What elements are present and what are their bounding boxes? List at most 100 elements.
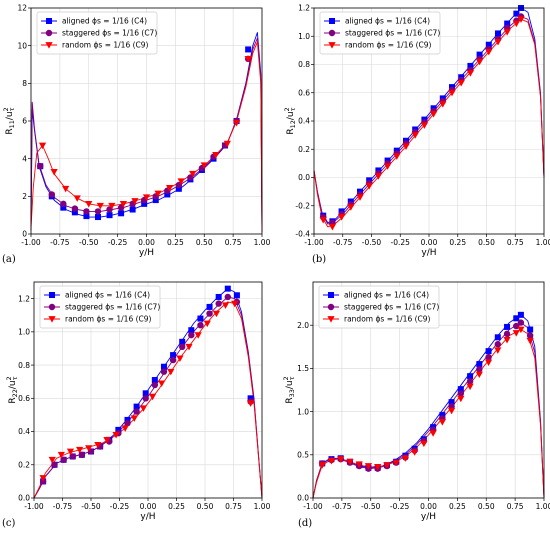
data-point-s3	[131, 198, 139, 205]
y-tick-label: 12	[17, 4, 27, 13]
data-point-s3	[85, 200, 93, 208]
y-tick-label: 1.5	[297, 364, 309, 373]
data-point-s3	[139, 405, 148, 412]
x-tick-label: 0.25	[449, 502, 466, 511]
data-point-s3	[420, 122, 428, 129]
data-point-s3	[365, 183, 373, 190]
legend-entry: aligned ϕs = 1/16 (C4)	[65, 291, 150, 300]
data-point-s3	[484, 359, 493, 366]
data-point-s3	[466, 70, 474, 77]
legend-marker	[328, 42, 336, 49]
y-tick-label: 0.5	[297, 451, 309, 460]
x-tick-label: -0.75	[53, 502, 73, 511]
legend-entry: staggered ϕs = 1/16 (C7)	[345, 29, 440, 38]
x-tick-label: -0.50	[79, 238, 99, 247]
data-point-s2	[48, 191, 55, 198]
x-tick-label: -0.50	[361, 502, 381, 511]
data-point-s2	[160, 368, 168, 375]
data-point-s3	[148, 393, 157, 401]
data-point-s1	[485, 348, 492, 355]
data-point-s1	[71, 209, 78, 216]
data-point-s3	[346, 458, 354, 466]
legend-entry: staggered ϕs = 1/16 (C7)	[344, 303, 439, 312]
data-point-s2	[215, 300, 222, 307]
y-tick-label: 1.0	[18, 328, 30, 337]
panel-label: (d)	[298, 518, 312, 529]
legend-box	[36, 11, 158, 55]
data-point-s2	[83, 208, 90, 215]
x-tick-label: 1.00	[254, 238, 271, 247]
x-tick-label: -1.00	[303, 502, 323, 511]
x-tick-label: 0.50	[196, 238, 213, 247]
legend-entry: random ϕs = 1/16 (C9)	[345, 41, 432, 50]
data-point-s3	[393, 153, 401, 160]
legend: aligned ϕs = 1/16 (C4) staggered ϕs = 1/1…	[318, 285, 440, 329]
data-point-s2	[124, 420, 131, 427]
data-point-s3	[401, 455, 409, 462]
data-point-s1	[152, 197, 159, 204]
data-point-s3	[108, 202, 116, 210]
legend-marker	[49, 292, 55, 298]
y-tick-label: 10	[17, 41, 27, 50]
data-point-s3	[212, 310, 220, 318]
data-point-s3	[232, 120, 241, 127]
x-axis-label: y/H	[140, 512, 155, 522]
data-point-s1	[457, 386, 464, 393]
legend-entry: staggered ϕs = 1/16 (C7)	[65, 303, 160, 312]
y-tick-label: 1.2	[18, 294, 30, 303]
x-tick-label: -0.75	[50, 238, 70, 247]
data-point-s3	[448, 407, 456, 415]
data-point-s3	[154, 190, 162, 198]
y-tick-label: 0.0	[297, 494, 309, 503]
y-tick-label: 0.0	[298, 173, 310, 182]
data-point-s2	[466, 378, 474, 385]
legend-marker	[46, 18, 52, 24]
data-point-s2	[188, 331, 195, 339]
data-point-s2	[60, 456, 67, 463]
y-tick-label: 0.6	[298, 88, 310, 97]
y-tick-label: 8	[22, 79, 27, 88]
data-point-s3	[503, 337, 511, 344]
data-point-s2	[179, 343, 186, 350]
y-axis-label: R22/uτ2	[5, 376, 19, 403]
data-point-s1	[115, 426, 122, 433]
data-point-s3	[73, 195, 81, 202]
data-point-s2	[517, 319, 525, 326]
data-point-s1	[118, 210, 125, 217]
legend-marker	[45, 29, 53, 37]
series-line-2	[33, 296, 263, 499]
data-point-s1	[106, 212, 113, 219]
data-point-s3	[96, 202, 104, 210]
data-point-s2	[197, 322, 204, 329]
y-axis-label: R33/uτ2	[282, 376, 296, 403]
x-tick-label: 0.25	[167, 238, 184, 247]
data-point-s3	[103, 436, 111, 444]
data-point-s1	[485, 41, 492, 48]
data-point-s3	[318, 462, 326, 469]
legend: aligned ϕs = 1/16 (C4) staggered ϕs = 1/1…	[319, 11, 441, 55]
y-tick-label: 0.2	[18, 460, 30, 469]
data-point-s2	[78, 451, 86, 458]
data-point-s3	[439, 101, 447, 108]
data-point-s2	[60, 200, 67, 208]
chart-panel-3: -1.00 -0.75 -0.50 -0.25 0.00 0.25 0.50 0.75 1.00…	[2, 281, 271, 529]
x-tick-label: 0.00	[140, 502, 157, 511]
data-point-s2	[457, 390, 465, 397]
legend-entry: staggered ϕs = 1/16 (C7)	[62, 29, 157, 38]
data-point-s3	[94, 441, 102, 449]
legend-marker	[327, 316, 335, 323]
legend-marker	[328, 292, 334, 298]
data-point-s3	[429, 430, 437, 437]
y-tick-label: 6	[22, 117, 27, 126]
data-point-s2	[71, 205, 79, 212]
x-tick-label: 0.50	[197, 502, 214, 511]
series-line-2	[313, 16, 545, 225]
x-tick-label: -0.25	[390, 502, 410, 511]
data-point-s1	[83, 213, 90, 220]
data-point-s1	[504, 323, 511, 330]
x-tick-label: -0.25	[108, 238, 128, 247]
x-tick-label: 0.50	[478, 502, 495, 511]
y-tick-label: 0.4	[18, 427, 30, 436]
legend-marker	[45, 42, 53, 49]
y-tick-label: 0	[22, 230, 27, 239]
